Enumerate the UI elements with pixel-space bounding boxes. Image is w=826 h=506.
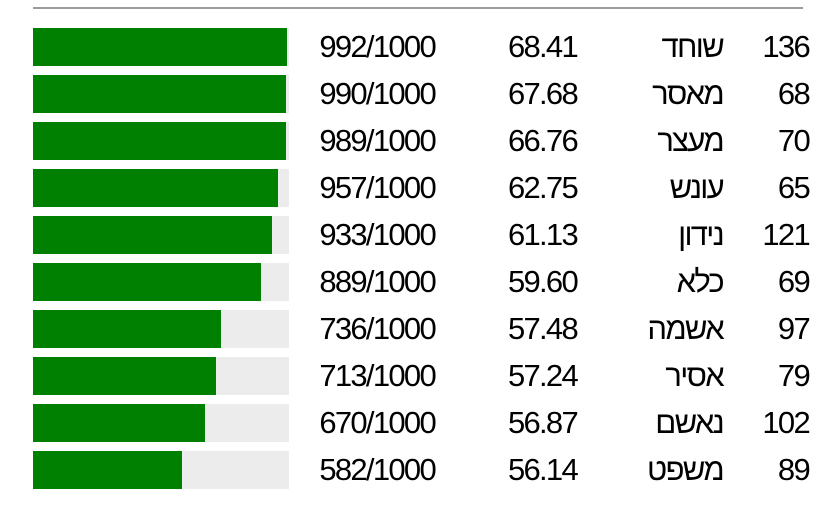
score-value: 56.87 — [507, 405, 579, 440]
term-label: מאסר — [652, 76, 725, 111]
term-label: אשמה — [647, 311, 724, 346]
bar-fill — [33, 357, 216, 395]
bar-fill — [33, 169, 278, 207]
bar-track — [33, 75, 289, 113]
bar-track — [33, 263, 289, 301]
table-row: 992/1000 68.41 שוחד 136 — [33, 28, 826, 66]
bar-fill — [33, 28, 287, 66]
table-row: 957/1000 62.75 עונש 65 — [33, 169, 826, 207]
count-value: 69 — [777, 264, 811, 299]
top-divider — [33, 7, 803, 9]
term-label: משפט — [647, 452, 725, 487]
ratio-value: 713/1000 — [319, 358, 436, 393]
ratio-value: 957/1000 — [319, 170, 436, 205]
count-value: 136 — [762, 29, 810, 64]
table-row: 713/1000 57.24 אסיר 79 — [33, 357, 826, 395]
term-label: נידון — [678, 217, 725, 252]
ratio-value: 933/1000 — [319, 217, 436, 252]
bar-track — [33, 216, 289, 254]
ratio-value: 889/1000 — [319, 264, 436, 299]
bar-table: 992/1000 68.41 שוחד 136 990/1000 67.68 מ… — [0, 28, 826, 489]
bar-track — [33, 357, 289, 395]
table-row: 933/1000 61.13 נידון 121 — [33, 216, 826, 254]
bar-fill — [33, 263, 261, 301]
bar-fill — [33, 75, 287, 113]
count-value: 65 — [777, 170, 811, 205]
score-value: 61.13 — [507, 217, 579, 252]
bar-fill — [33, 404, 205, 442]
ratio-value: 582/1000 — [319, 452, 436, 487]
term-label: אסיר — [665, 358, 724, 393]
bar-fill — [33, 216, 272, 254]
bar-fill — [33, 122, 287, 160]
count-value: 68 — [777, 76, 811, 111]
score-value: 56.14 — [507, 452, 579, 487]
count-value: 79 — [777, 358, 811, 393]
bar-track — [33, 169, 289, 207]
bar-track — [33, 404, 289, 442]
count-value: 97 — [777, 311, 811, 346]
score-value: 62.75 — [507, 170, 579, 205]
bar-track — [33, 122, 289, 160]
bar-fill — [33, 310, 222, 348]
bar-track — [33, 310, 289, 348]
table-row: 990/1000 67.68 מאסר 68 — [33, 75, 826, 113]
term-label: כלא — [676, 264, 725, 299]
score-value: 57.24 — [507, 358, 579, 393]
count-value: 70 — [777, 123, 811, 158]
count-value: 89 — [777, 452, 811, 487]
term-label: נאשם — [655, 405, 724, 440]
count-value: 102 — [762, 405, 810, 440]
bar-track — [33, 451, 289, 489]
table-row: 736/1000 57.48 אשמה 97 — [33, 310, 826, 348]
count-value: 121 — [762, 217, 810, 252]
table-row: 670/1000 56.87 נאשם 102 — [33, 404, 826, 442]
ratio-value: 736/1000 — [319, 311, 436, 346]
score-value: 66.76 — [507, 123, 579, 158]
term-label: מעצר — [657, 123, 724, 158]
ratio-value: 990/1000 — [319, 76, 436, 111]
score-value: 59.60 — [507, 264, 579, 299]
score-value: 68.41 — [507, 29, 579, 64]
score-value: 67.68 — [507, 76, 579, 111]
ratio-value: 989/1000 — [319, 123, 436, 158]
table-row: 582/1000 56.14 משפט 89 — [33, 451, 826, 489]
ratio-value: 992/1000 — [319, 29, 436, 64]
term-label: שוחד — [661, 29, 725, 64]
ratio-value: 670/1000 — [319, 405, 436, 440]
bar-track — [33, 28, 289, 66]
table-row: 989/1000 66.76 מעצר 70 — [33, 122, 826, 160]
table-row: 889/1000 59.60 כלא 69 — [33, 263, 826, 301]
term-label: עונש — [669, 170, 725, 205]
score-value: 57.48 — [507, 311, 579, 346]
bar-fill — [33, 451, 182, 489]
